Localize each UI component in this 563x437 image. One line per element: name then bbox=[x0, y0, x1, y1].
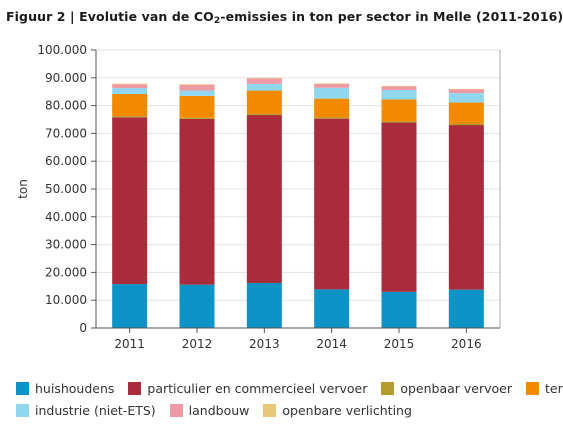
y-tick-label: 90.000 bbox=[45, 71, 87, 85]
y-tick-label: 80.000 bbox=[45, 99, 87, 113]
legend-item: openbare verlichting bbox=[263, 403, 412, 418]
bar-segment bbox=[448, 88, 484, 90]
legend-swatch bbox=[263, 403, 277, 417]
bar-segment bbox=[448, 89, 484, 94]
y-tick-label: 70.000 bbox=[45, 126, 87, 140]
x-tick-label: 2015 bbox=[384, 337, 415, 351]
gridlines bbox=[96, 49, 500, 301]
x-tick-label: 2016 bbox=[451, 337, 482, 351]
bar-segment bbox=[179, 84, 215, 91]
bar-segment bbox=[112, 83, 148, 85]
y-tick-label: 60.000 bbox=[45, 154, 87, 168]
bar-segment bbox=[448, 102, 484, 124]
chart-title-subscript: 2 bbox=[213, 16, 221, 26]
bar-segment bbox=[246, 113, 282, 116]
bar-segment bbox=[314, 117, 350, 119]
bars bbox=[112, 77, 484, 328]
bar-segment bbox=[179, 84, 215, 85]
bar-segment bbox=[179, 90, 215, 96]
stacked-bar-chart: 0 10.000 20.000 30.000 40.000 50.000 60.000 70.… bbox=[16, 43, 501, 351]
bar-segment bbox=[314, 98, 350, 118]
chart-title-suffix: -emissies in ton per sector in Melle (20… bbox=[220, 9, 563, 24]
x-axis-ticks: 2011 2012 2013 2014 2015 2016 bbox=[114, 328, 482, 351]
bar-segment bbox=[246, 282, 282, 328]
bar-segment bbox=[179, 284, 215, 328]
bar-segment bbox=[179, 95, 215, 118]
bar-segment bbox=[112, 84, 148, 89]
bar-segment bbox=[314, 118, 350, 290]
bar-segment bbox=[112, 117, 148, 285]
legend: huishoudens particulier en commercieel ve… bbox=[16, 377, 563, 421]
bar-segment bbox=[112, 88, 148, 94]
bar-segment bbox=[381, 122, 417, 292]
legend-item: industrie (niet-ETS) bbox=[16, 403, 156, 418]
y-tick-label: 40.000 bbox=[45, 210, 87, 224]
legend-label: openbaar vervoer bbox=[400, 380, 513, 396]
bar-segment bbox=[179, 118, 215, 285]
x-tick-label: 2013 bbox=[249, 337, 280, 351]
y-tick-label: 20.000 bbox=[45, 265, 87, 279]
bar-segment bbox=[381, 291, 417, 328]
bar-segment bbox=[246, 78, 282, 84]
y-tick-label: 30.000 bbox=[45, 238, 87, 252]
bar-segment bbox=[381, 99, 417, 122]
legend-item: particulier en commercieel vervoer bbox=[128, 381, 367, 396]
bar-segment bbox=[314, 83, 350, 88]
bar-segment bbox=[112, 284, 148, 328]
legend-item: huishoudens bbox=[16, 381, 114, 396]
bar-segment bbox=[448, 93, 484, 103]
bar-segment bbox=[314, 87, 350, 99]
x-tick-label: 2011 bbox=[114, 337, 145, 351]
legend-label: industrie (niet-ETS) bbox=[35, 402, 156, 418]
bar-segment bbox=[381, 86, 417, 91]
legend-swatch bbox=[526, 381, 540, 395]
chart-title: Figuur 2 | Evolutie van de CO2-emissies … bbox=[6, 9, 563, 26]
bar-segment bbox=[448, 289, 484, 328]
bar-segment bbox=[246, 90, 282, 114]
bar-segment bbox=[246, 115, 282, 283]
bar-segment bbox=[381, 121, 417, 123]
bar-segment bbox=[381, 90, 417, 100]
x-tick-label: 2014 bbox=[316, 337, 347, 351]
y-axis-ticks: 0 10.000 20.000 30.000 40.000 50.000 60.000 70.… bbox=[37, 43, 96, 335]
legend-item: openbaar vervoer bbox=[381, 381, 512, 396]
x-tick-label: 2012 bbox=[182, 337, 213, 351]
legend-row: huishoudens particulier en commercieel ve… bbox=[16, 377, 563, 399]
bar-segment bbox=[246, 77, 282, 79]
legend-swatch bbox=[16, 403, 29, 417]
y-tick-label: 50.000 bbox=[45, 182, 87, 196]
bar-segment bbox=[112, 93, 148, 117]
legend-swatch bbox=[128, 381, 142, 395]
bar-segment bbox=[381, 85, 417, 87]
legend-label: landbouw bbox=[188, 402, 250, 418]
legend-label: particulier en commercieel vervoer bbox=[147, 380, 368, 396]
y-tick-label: 100.000 bbox=[37, 43, 87, 57]
legend-item: landbouw bbox=[169, 402, 250, 418]
y-tick-label: 0 bbox=[79, 321, 87, 335]
bar-segment bbox=[179, 117, 215, 119]
legend-label: huishoudens bbox=[35, 380, 115, 396]
y-tick-label: 10.000 bbox=[45, 293, 87, 307]
legend-swatch bbox=[16, 381, 29, 395]
legend-label: openbare verlichting bbox=[282, 402, 412, 418]
legend-row: industrie (niet-ETS) landbouw openbare ver… bbox=[16, 399, 561, 421]
bar-segment bbox=[246, 83, 282, 91]
legend-item: tertiair bbox=[526, 381, 563, 396]
chart-title-prefix: Figuur 2 | Evolutie van de CO bbox=[6, 9, 214, 24]
bar-segment bbox=[314, 289, 350, 328]
bar-segment bbox=[448, 125, 484, 290]
bar-segment bbox=[112, 116, 148, 118]
bar-segment bbox=[448, 123, 484, 126]
legend-swatch bbox=[169, 403, 183, 417]
bar-segment bbox=[314, 83, 350, 84]
y-axis-title: ton bbox=[16, 179, 30, 199]
axes bbox=[95, 50, 501, 329]
legend-label: tertiair bbox=[545, 380, 563, 396]
legend-swatch bbox=[381, 381, 395, 395]
